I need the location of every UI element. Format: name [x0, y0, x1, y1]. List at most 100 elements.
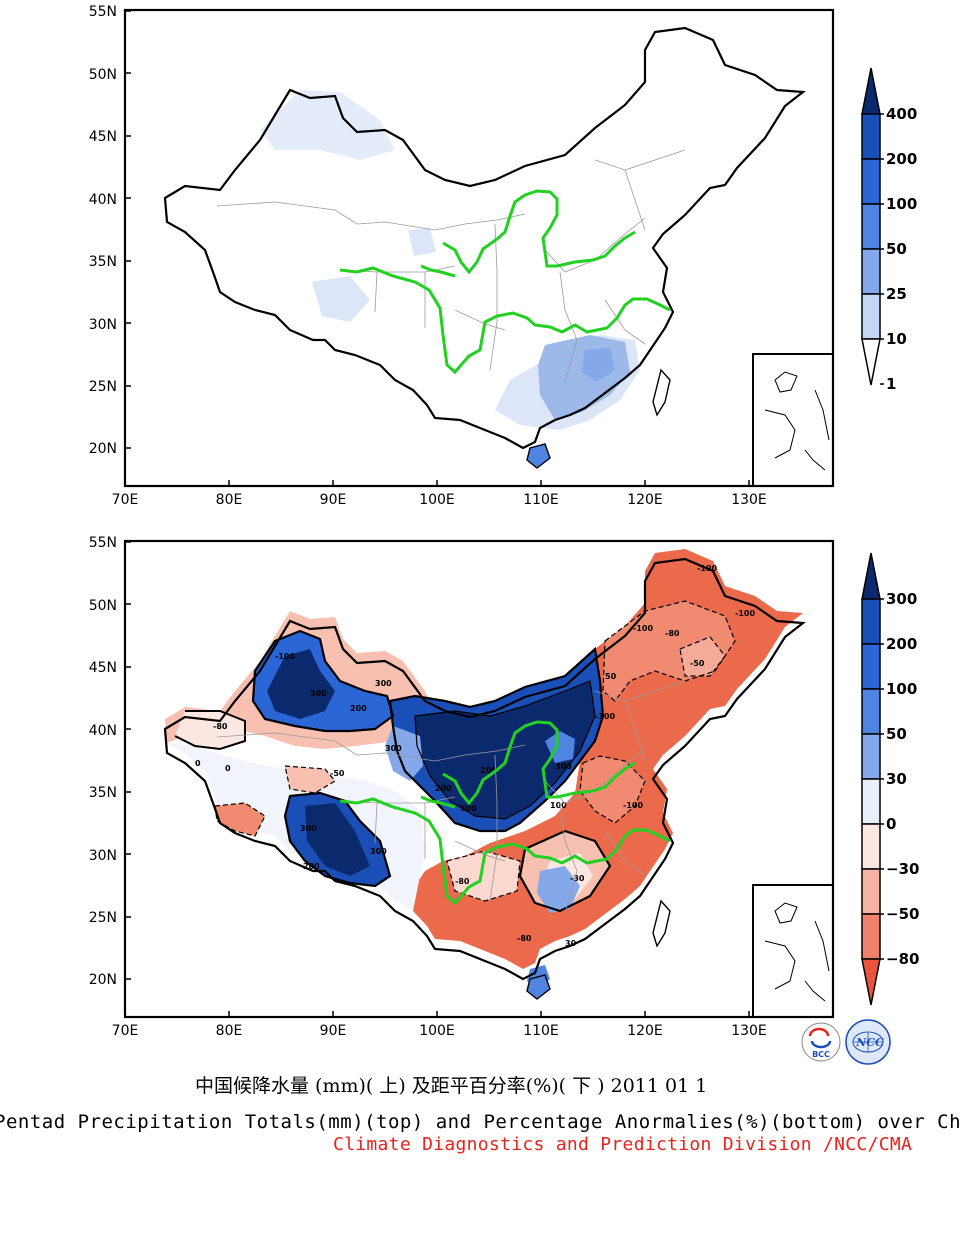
colorbar-segment: [861, 113, 881, 160]
top-precipitation-map: 55N 50N 45N 40N 35N 30N 25N 20N 70E 80E …: [89, 4, 918, 508]
lat-label: 35N: [89, 254, 117, 270]
colorbar-label: 300: [886, 590, 917, 608]
colorbar-segment: [861, 688, 881, 735]
colorbar-label: 200: [886, 635, 917, 653]
colorbar-label: 200: [886, 150, 917, 168]
caption-english: Pentad Precipitation Totals(mm)(top) and…: [0, 1111, 960, 1133]
colorbar-segment: [861, 598, 881, 645]
lat-label: 25N: [89, 379, 117, 395]
lat-label: 45N: [89, 660, 117, 676]
lat-label: 25N: [89, 910, 117, 926]
top-colorbar: 400 200 100 50 25 10 1: [861, 67, 917, 393]
colorbar-label: 25: [886, 285, 907, 303]
colorbar-segment: [861, 248, 881, 295]
colorbar-segment: [861, 823, 881, 870]
ncc-logo-text: NCC: [855, 1036, 884, 1049]
lon-label: 90E: [320, 1023, 347, 1039]
lon-label: 90E: [320, 492, 347, 508]
bottom-anomaly-map: 300 300 200 300 200 200 500 300 100 300 …: [89, 535, 919, 1065]
lon-label: 100E: [419, 1023, 455, 1039]
lon-label: 80E: [216, 492, 243, 508]
colorbar-segment: [861, 203, 881, 250]
svg-text:-80: -80: [455, 877, 470, 886]
lat-label: 35N: [89, 785, 117, 801]
svg-text:50: 50: [605, 672, 617, 681]
colorbar-label: 30: [886, 770, 907, 788]
lon-label: 120E: [627, 1023, 663, 1039]
svg-text:-100: -100: [595, 712, 615, 721]
lon-label: 130E: [731, 1023, 767, 1039]
svg-text:-50: -50: [690, 659, 705, 668]
caption-source: Climate Diagnostics and Prediction Divis…: [333, 1134, 913, 1155]
top-latitude-axis: 55N 50N 45N 40N 35N 30N 25N 20N: [89, 4, 131, 457]
lat-label: 55N: [89, 535, 117, 551]
colorbar-segment: [861, 868, 881, 915]
lat-label: 45N: [89, 129, 117, 145]
colorbar-bottom-arrow: [861, 338, 881, 386]
colorbar-segment: [861, 293, 881, 340]
bottom-anomaly-shading: 300 300 200 300 200 200 500 300 100 300 …: [165, 549, 833, 1017]
svg-text:300: 300: [385, 744, 402, 753]
colorbar-segment: [861, 158, 881, 205]
colorbar-top-arrow: [861, 67, 881, 115]
colorbar-label: 400: [886, 105, 917, 123]
lat-label: 40N: [89, 192, 117, 208]
lon-label: 100E: [419, 492, 455, 508]
lat-label: 55N: [89, 4, 117, 20]
svg-text:200: 200: [435, 784, 452, 793]
lat-label: 30N: [89, 317, 117, 333]
svg-text:300: 300: [300, 824, 317, 833]
colorbar-label: −30: [886, 860, 919, 878]
svg-text:300: 300: [310, 689, 327, 698]
lat-label: 30N: [89, 848, 117, 864]
bcc-logo: BCC: [801, 1022, 841, 1062]
colorbar-top-arrow: [861, 552, 881, 600]
svg-text:300: 300: [375, 679, 392, 688]
top-longitude-axis: 70E 80E 90E 100E 110E 120E 130E: [112, 480, 767, 508]
colorbar-label: 100: [886, 195, 917, 213]
lon-label: 70E: [112, 492, 139, 508]
lon-label: 70E: [112, 1023, 139, 1039]
colorbar-segment: [861, 643, 881, 690]
lon-label: 110E: [523, 1023, 559, 1039]
svg-text:200: 200: [303, 862, 320, 871]
colorbar-label: 100: [886, 680, 917, 698]
svg-text:30: 30: [565, 939, 577, 948]
colorbar-label: 1: [886, 375, 896, 393]
lon-label: 110E: [523, 492, 559, 508]
svg-text:100: 100: [550, 801, 567, 810]
svg-text:300: 300: [555, 762, 572, 771]
svg-text:0: 0: [225, 764, 231, 773]
bottom-longitude-axis: 70E 80E 90E 100E 110E 120E 130E: [112, 1011, 767, 1039]
svg-text:500: 500: [460, 804, 477, 813]
colorbar-segment: [861, 778, 881, 825]
svg-text:-80: -80: [517, 934, 532, 943]
lat-label: 50N: [89, 67, 117, 83]
colorbar-label: 50: [886, 240, 907, 258]
colorbar-bottom-arrow: [861, 958, 881, 1006]
svg-text:-100: -100: [623, 801, 643, 810]
lat-label: 50N: [89, 598, 117, 614]
colorbar-label: 10: [886, 330, 907, 348]
lon-label: 120E: [627, 492, 663, 508]
svg-text:-80: -80: [665, 629, 680, 638]
lat-label: 20N: [89, 441, 117, 457]
caption-chinese: 中国候降水量 (mm)( 上) 及距平百分率(%)( 下 ) 2011 01 1: [195, 1075, 708, 1097]
colorbar-segment: [861, 733, 881, 780]
colorbar-label: −50: [886, 905, 919, 923]
lat-label: 20N: [89, 972, 117, 988]
ncc-logo: NCC: [845, 1019, 891, 1065]
colorbar-label: −80: [886, 950, 919, 968]
lon-label: 130E: [731, 492, 767, 508]
svg-text:-100: -100: [633, 624, 653, 633]
svg-text:-80: -80: [213, 722, 228, 731]
svg-text:-50: -50: [330, 769, 345, 778]
svg-text:-100: -100: [275, 652, 295, 661]
svg-text:200: 200: [480, 766, 497, 775]
colorbar-label: 0: [886, 815, 896, 833]
svg-text:-30: -30: [570, 874, 585, 883]
bottom-latitude-axis: 55N 50N 45N 40N 35N 30N 25N 20N: [89, 535, 131, 988]
colorbar-segment: [861, 913, 881, 960]
lon-label: 80E: [216, 1023, 243, 1039]
